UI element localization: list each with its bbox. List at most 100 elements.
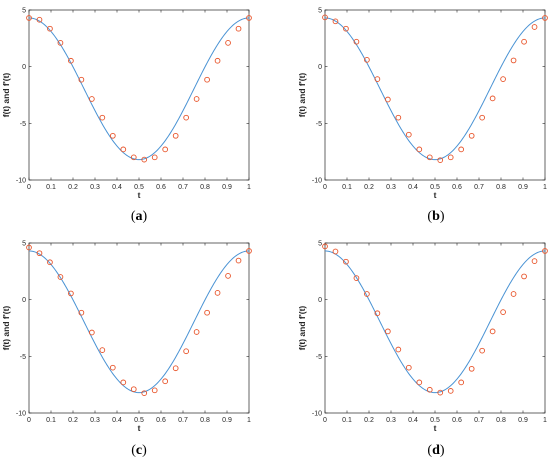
- panel-caption: (b): [427, 209, 444, 224]
- data-point: [510, 291, 517, 297]
- data-point: [385, 96, 391, 103]
- y-tick-label: 0: [22, 297, 26, 304]
- x-tick-label: 0.8: [496, 184, 506, 191]
- data-point: [458, 379, 465, 386]
- data-point: [364, 291, 370, 297]
- data-point: [343, 258, 349, 265]
- x-tick-label: 0.1: [342, 184, 352, 191]
- x-tick-label: 0.8: [200, 417, 210, 424]
- data-point: [99, 347, 106, 353]
- data-point: [246, 15, 252, 21]
- data-point: [57, 274, 64, 280]
- data-point: [437, 389, 444, 396]
- data-point: [542, 15, 548, 21]
- data-point: [172, 132, 179, 139]
- x-tick-label: 0.7: [178, 184, 188, 191]
- data-point: [172, 365, 179, 372]
- x-tick-label: 0.9: [222, 417, 232, 424]
- data-point: [26, 244, 32, 251]
- data-point: [322, 14, 328, 21]
- series-line: [324, 250, 546, 394]
- x-tick-label: 0: [323, 417, 327, 424]
- y-axis-label: f(t) and f'(t): [1, 73, 11, 118]
- x-axis-label: t: [138, 423, 141, 433]
- data-point: [151, 387, 158, 394]
- data-point: [468, 132, 475, 139]
- data-point: [162, 378, 169, 385]
- data-point: [458, 146, 465, 153]
- data-point: [385, 328, 391, 335]
- data-point: [109, 364, 116, 371]
- data-point: [89, 96, 95, 102]
- x-tick-label: 0.4: [112, 184, 122, 191]
- data-point: [183, 348, 189, 355]
- y-tick-label: -10: [16, 178, 26, 185]
- y-tick-label: -5: [316, 354, 322, 361]
- y-tick-label: -10: [312, 178, 322, 185]
- x-tick-label: 0.1: [46, 184, 56, 191]
- series-line: [28, 250, 250, 394]
- data-point: [193, 329, 200, 335]
- data-point: [416, 379, 423, 386]
- caption-prefix: (: [131, 209, 136, 224]
- data-point: [489, 328, 496, 335]
- x-tick-label: 1: [247, 184, 251, 191]
- y-tick-label: -10: [16, 411, 26, 418]
- y-tick-label: -5: [20, 354, 26, 361]
- data-point: [141, 390, 148, 397]
- data-point: [343, 25, 349, 32]
- data-point: [36, 250, 43, 257]
- x-tick-label: 0.4: [112, 417, 122, 424]
- data-point: [214, 57, 221, 64]
- data-point: [78, 309, 85, 316]
- x-tick-label: 0.2: [68, 417, 78, 424]
- series-line: [324, 17, 546, 161]
- data-point: [542, 248, 548, 254]
- x-tick-label: 1: [543, 184, 547, 191]
- data-point: [395, 346, 402, 353]
- y-axis-label: f(t) and f'(t): [297, 73, 307, 118]
- y-tick-label: -10: [312, 411, 322, 418]
- x-tick-label: 0.7: [178, 417, 188, 424]
- data-point: [531, 258, 538, 264]
- data-point: [225, 273, 231, 279]
- chart-panel-d: 0 0.1 0.2 0.3 0.4 0.5 0.6 0.7 0.8 0.9 1 -10 -5 0 5 t f(t…: [297, 241, 548, 458]
- data-point: [78, 76, 85, 83]
- data-point: [120, 379, 127, 386]
- caption-prefix: (: [427, 443, 432, 458]
- data-point: [500, 309, 506, 315]
- x-axis-label: t: [434, 423, 437, 433]
- data-point: [99, 114, 106, 121]
- data-point: [204, 76, 210, 83]
- x-tick-label: 0.5: [134, 417, 144, 424]
- y-tick-label: 5: [22, 8, 26, 15]
- data-point: [322, 243, 328, 250]
- y-axis-label: f(t) and f'(t): [1, 306, 11, 351]
- data-point: [235, 25, 242, 32]
- y-tick-label: -5: [20, 121, 26, 128]
- data-point: [193, 96, 200, 102]
- chart-panel-c: 0 0.1 0.2 0.3 0.4 0.5 0.6 0.7 0.8 0.9 1 -10 -5 0 5 t f(t…: [1, 241, 252, 458]
- x-axis-label: t: [434, 190, 437, 200]
- plot-frame: [324, 242, 546, 414]
- x-tick-label: 0: [323, 184, 327, 191]
- x-tick-label: 0.3: [386, 184, 396, 191]
- x-tick-label: 0.6: [156, 417, 166, 424]
- caption-suffix: ): [142, 443, 147, 458]
- x-axis-label: t: [138, 190, 141, 200]
- x-tick-label: 0.6: [452, 184, 462, 191]
- x-tick-label: 0.5: [430, 417, 440, 424]
- x-tick-label: 0.9: [518, 184, 528, 191]
- data-point: [332, 248, 339, 255]
- data-point: [364, 57, 370, 63]
- data-point: [120, 146, 127, 153]
- x-tick-label: 0.4: [408, 184, 418, 191]
- x-tick-label: 0.7: [474, 184, 484, 191]
- plot-frame: [28, 9, 250, 181]
- data-point: [225, 40, 231, 46]
- data-point: [68, 57, 74, 64]
- caption-suffix: ): [440, 443, 445, 458]
- x-tick-label: 0.9: [222, 184, 232, 191]
- data-point: [353, 275, 360, 281]
